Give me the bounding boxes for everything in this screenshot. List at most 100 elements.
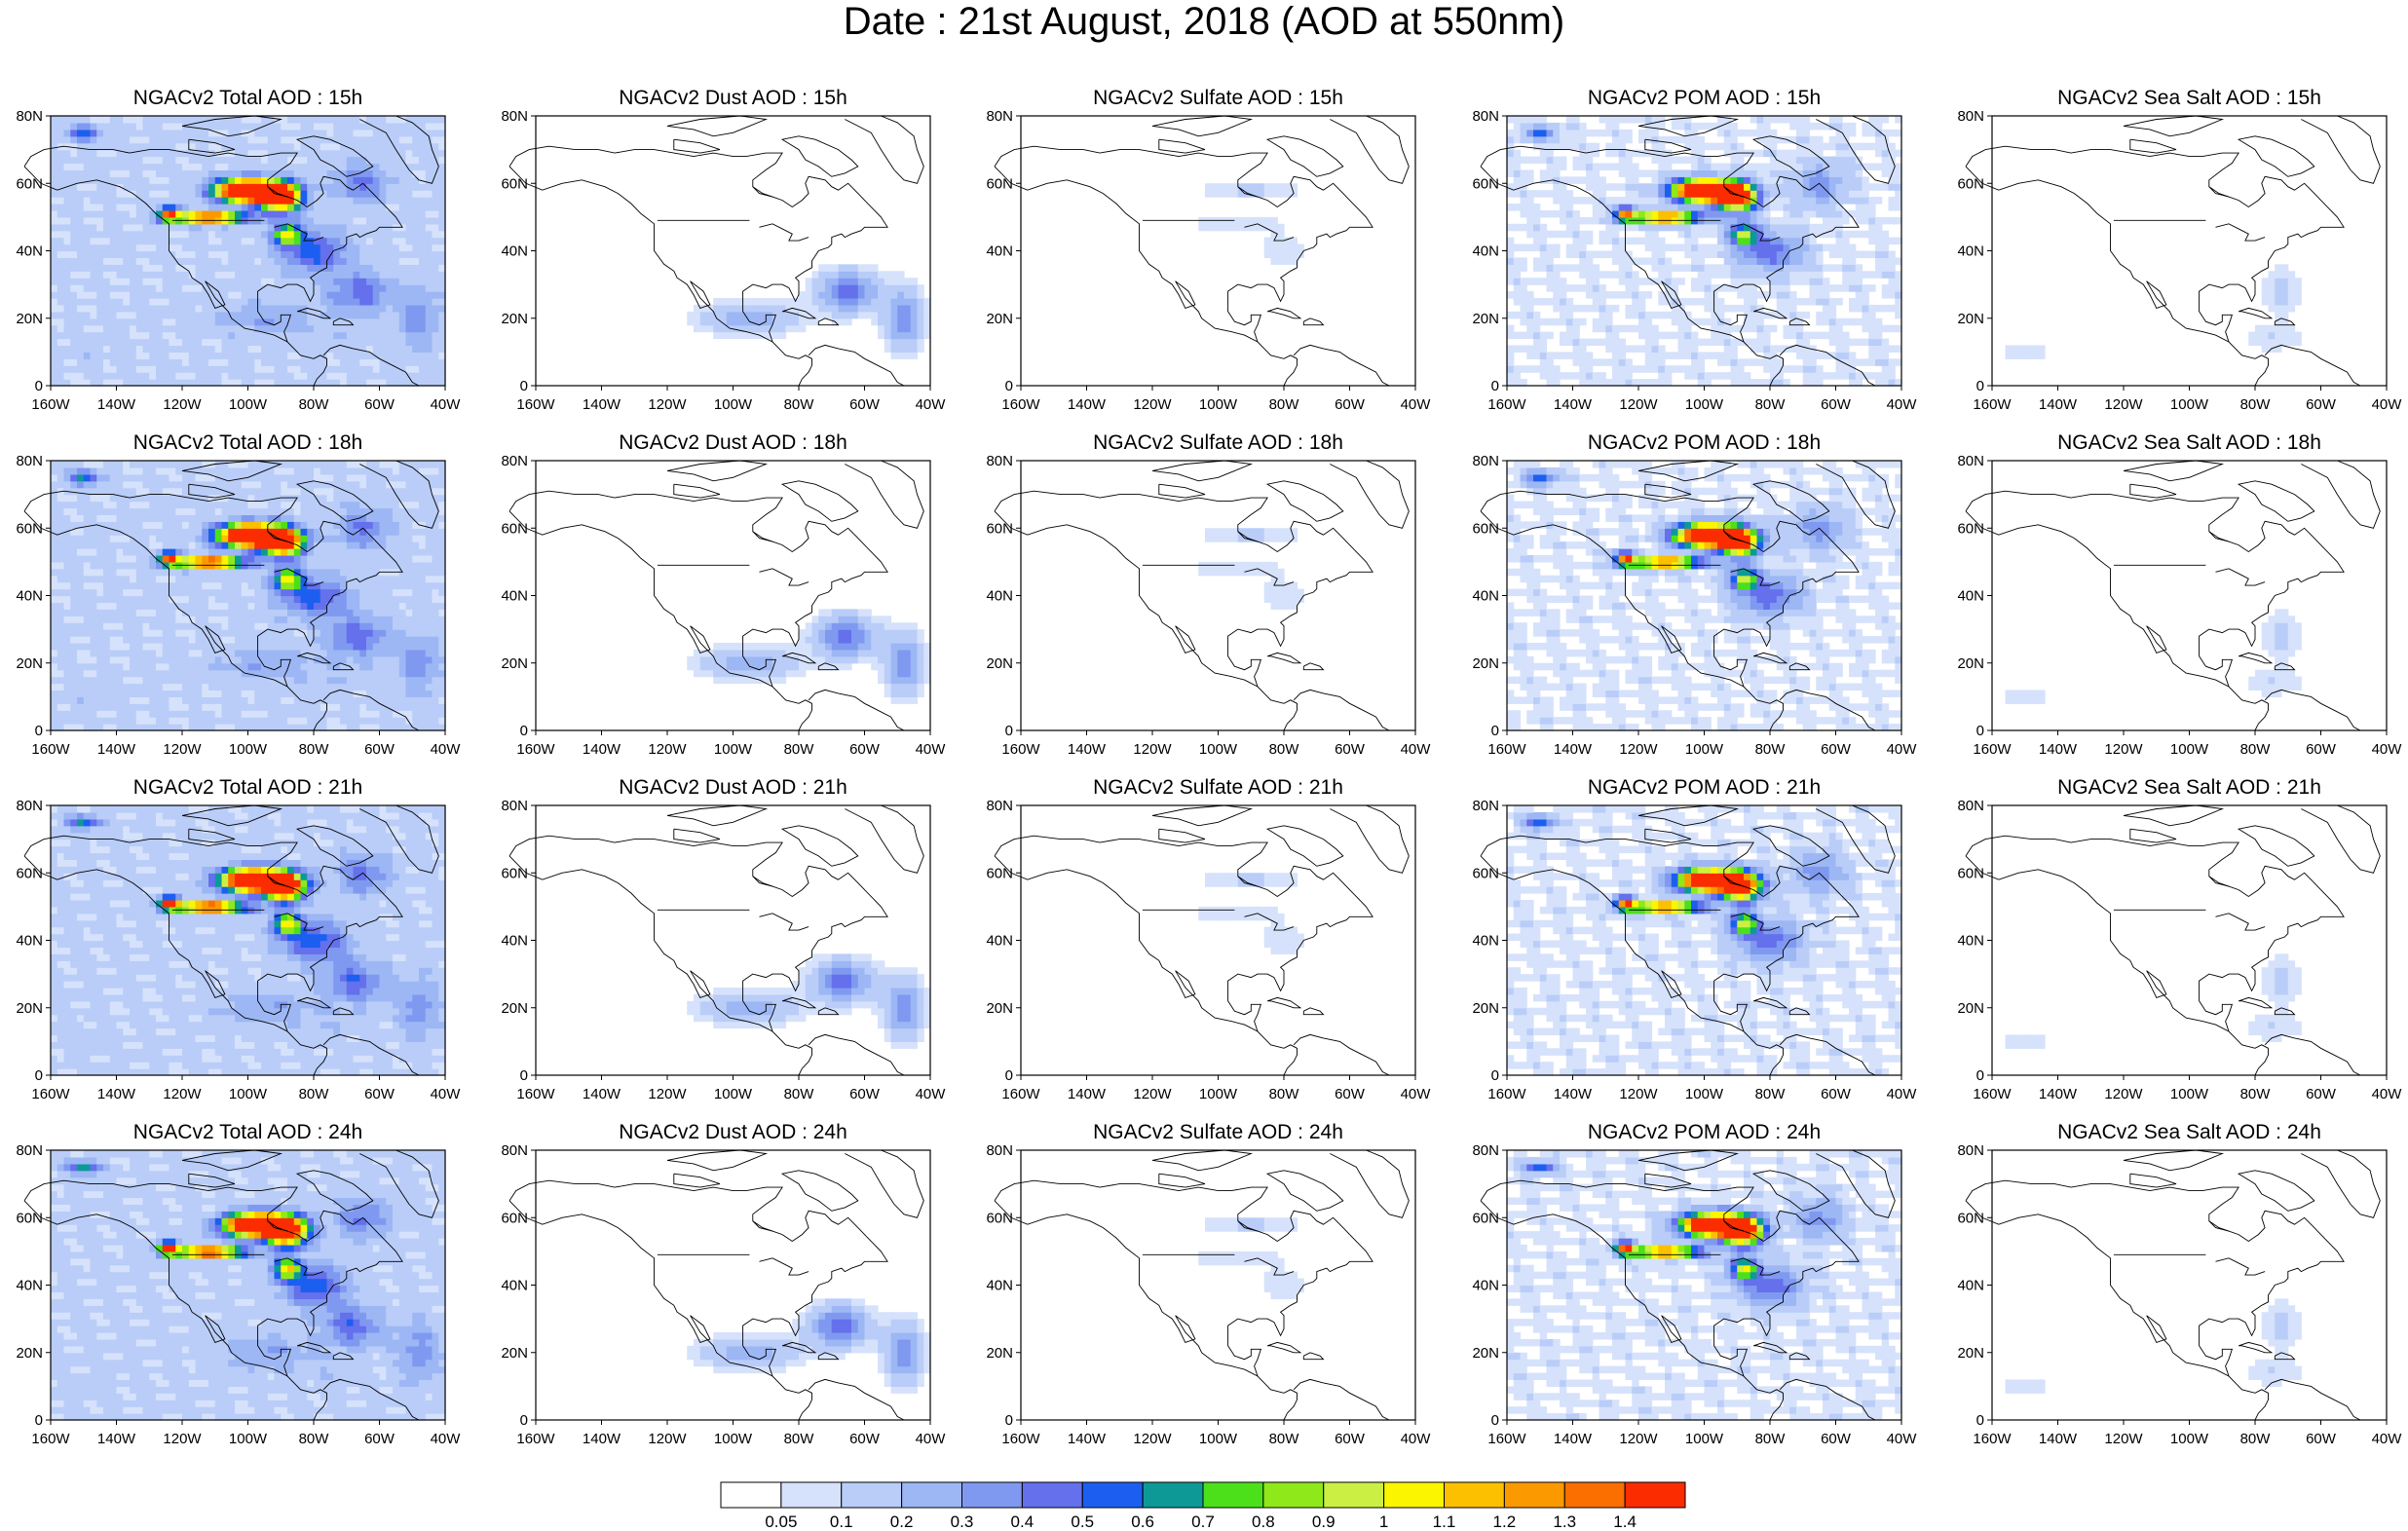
aod-cell (293, 717, 302, 725)
aod-cell (359, 304, 367, 313)
aod-cell (864, 264, 872, 272)
aod-cell (884, 311, 892, 319)
aod-cell (1586, 379, 1594, 387)
aod-cell (432, 724, 439, 731)
aod-cell (51, 311, 58, 319)
aod-cell (1586, 176, 1594, 184)
aod-cell (393, 379, 400, 387)
aod-cell (405, 311, 413, 319)
aod-cell (142, 379, 150, 387)
aod-cell (1888, 358, 1896, 366)
aod-cell (307, 710, 315, 718)
aod-cell (412, 372, 420, 380)
aod-cell (208, 724, 216, 731)
aod-cell (1546, 365, 1554, 373)
aod-cell (1744, 204, 1751, 211)
aod-cell (1816, 230, 1824, 239)
aod-cell (1789, 297, 1797, 306)
aod-cell (1770, 257, 1778, 265)
aod-cell (1875, 223, 1883, 232)
aod-cell (419, 278, 427, 285)
aod-cell (1730, 237, 1738, 245)
aod-cell (1809, 183, 1817, 191)
aod-cell (1737, 237, 1745, 245)
aod-cell (116, 156, 124, 165)
aod-cell (281, 122, 288, 131)
aod-cell (346, 156, 355, 165)
aod-cell (77, 216, 85, 225)
aod-cell (432, 358, 439, 366)
aod-cell (1579, 352, 1587, 359)
aod-cell (287, 338, 295, 347)
aod-cell (1592, 291, 1600, 299)
aod-cell (320, 284, 328, 292)
aod-cell (1599, 271, 1606, 279)
aod-cell (379, 209, 387, 218)
aod-cell (1763, 264, 1771, 272)
aod-cell (857, 271, 866, 279)
aod-cell (1618, 149, 1627, 158)
aod-cell (96, 223, 104, 232)
aod-cell (340, 163, 348, 170)
aod-cell (1868, 183, 1876, 191)
aod-cell (274, 250, 282, 259)
aod-cell (51, 223, 58, 232)
aod-cell (346, 243, 355, 252)
aod-cell (393, 304, 400, 313)
aod-cell (130, 223, 137, 232)
aod-cell (845, 297, 852, 306)
aod-cell (393, 710, 400, 718)
aod-cell (135, 230, 144, 239)
aod-cell (1888, 284, 1896, 292)
aod-cell (156, 324, 164, 333)
aod-cell (1723, 204, 1732, 211)
aod-cell (1513, 190, 1522, 198)
aod-cell (90, 317, 97, 326)
aod-cell (326, 122, 334, 131)
aod-cell (432, 163, 439, 170)
aod-cell (300, 223, 308, 232)
aod-cell (182, 278, 190, 285)
aod-cell (56, 250, 65, 259)
aod-cell (405, 163, 413, 170)
aod-cell (1737, 197, 1745, 205)
aod-cell (1513, 365, 1522, 373)
aod-cell (135, 209, 144, 218)
aod-cell (425, 243, 433, 252)
aod-cell (1586, 237, 1594, 245)
aod-cell (1737, 183, 1745, 191)
aod-cell (1770, 271, 1778, 279)
aod-cell (135, 122, 144, 131)
aod-cell (1828, 142, 1837, 151)
aod-cell (1888, 149, 1896, 158)
aod-cell (1809, 379, 1817, 387)
aod-cell (340, 216, 348, 225)
aod-cell (130, 149, 137, 158)
aod-cell (241, 163, 249, 170)
aod-cell (1651, 250, 1659, 259)
aod-cell (103, 135, 111, 144)
aod-cell (419, 379, 427, 387)
aod-cell (142, 365, 150, 373)
aod-cell (56, 116, 65, 124)
aod-cell (1849, 197, 1857, 205)
aod-cell (130, 176, 137, 184)
aod-cell (425, 190, 433, 198)
aod-cell (90, 724, 97, 731)
aod-cell (1697, 243, 1706, 252)
aod-cell (1684, 311, 1692, 319)
aod-cell (1711, 223, 1718, 232)
aod-cell (1744, 169, 1751, 177)
aod-cell (1881, 149, 1890, 158)
aod-cell (149, 365, 157, 373)
aod-cell (412, 257, 420, 265)
aod-cell (314, 724, 321, 731)
aod-cell (405, 379, 413, 387)
aod-cell (871, 271, 879, 279)
aod-cell (897, 284, 905, 292)
aod-cell (2281, 271, 2289, 279)
aod-cell (1560, 209, 1567, 218)
aod-cell (1644, 190, 1653, 198)
aod-cell (419, 230, 427, 239)
aod-cell (1855, 358, 1863, 366)
